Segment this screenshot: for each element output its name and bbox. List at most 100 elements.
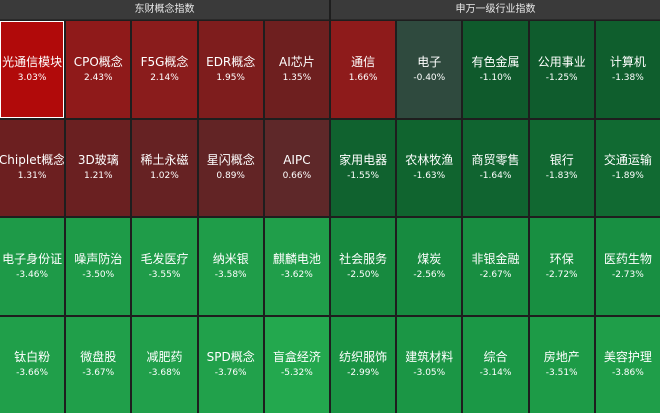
industry-tile-name: 公用事业 [537,54,586,69]
industry-tile-change: -2.73% [611,269,644,280]
concept-tile-name: 毛发医疗 [140,251,189,266]
industry-tile[interactable]: 农林牧渔 -1.63% [397,119,462,216]
industry-tile[interactable]: 公用事业 -1.25% [529,21,594,118]
concept-tile[interactable]: CPO概念 2.43% [66,21,131,118]
industry-tile[interactable]: 电子 -0.40% [397,21,462,118]
industry-tile-name: 综合 [483,350,508,365]
concept-tile[interactable]: SPD概念 -3.76% [198,316,263,413]
industry-tile[interactable]: 煤炭 -2.56% [397,218,462,315]
industry-tile-name: 房地产 [543,350,580,365]
concept-index-title: 东财概念指数 [0,0,329,20]
industry-tile-name: 商贸零售 [471,153,520,168]
industry-tile-change: -2.72% [545,269,578,280]
industry-tile[interactable]: 有色金属 -1.10% [463,21,528,118]
concept-tile-name: 稀土永磁 [140,153,189,168]
industry-tile-change: -2.56% [413,269,446,280]
concept-tile[interactable]: 毛发医疗 -3.55% [132,218,197,315]
concept-tile-change: -3.55% [148,269,181,280]
concept-tile-change: 1.21% [83,171,113,182]
concept-tile[interactable]: 减肥药 -3.68% [132,316,197,413]
concept-tile-name: F5G概念 [140,54,189,69]
concept-tile[interactable]: 噪声防治 -3.50% [66,218,131,315]
industry-tile-change: -3.05% [413,368,446,379]
industry-tile-change: -2.99% [347,368,380,379]
industry-index-grid: 通信 1.66% 电子 -0.40% 有色金属 -1.10% 公用事业 -1.25% 计算机 -1… [331,20,660,413]
concept-tile-name: AI芯片 [279,54,315,69]
industry-tile-change: -1.25% [545,72,578,83]
industry-tile-name: 有色金属 [471,54,520,69]
industry-index-panel: 申万一级行业指数 通信 1.66% 电子 -0.40% 有色金属 -1.10% 公用事业 -1… [331,0,660,413]
industry-tile-name: 煤炭 [417,251,442,266]
concept-tile[interactable]: 电子身份证 -3.46% [0,218,65,315]
concept-tile-name: 光通信模块 [2,54,63,69]
concept-tile[interactable]: Chiplet概念 1.31% [0,119,65,216]
concept-tile[interactable]: 星闪概念 0.89% [198,119,263,216]
concept-tile[interactable]: 麒麟电池 -3.62% [264,218,329,315]
industry-tile-change: -1.55% [347,171,380,182]
industry-tile[interactable]: 环保 -2.72% [529,218,594,315]
industry-tile-name: 交通运输 [603,153,652,168]
concept-tile-change: -3.76% [214,368,247,379]
industry-tile[interactable]: 建筑材料 -3.05% [397,316,462,413]
concept-tile[interactable]: 钛白粉 -3.66% [0,316,65,413]
concept-tile-change: -3.50% [82,269,115,280]
concept-tile[interactable]: 微盘股 -3.67% [66,316,131,413]
industry-tile[interactable]: 计算机 -1.38% [595,21,660,118]
industry-tile-name: 非银金融 [471,251,520,266]
concept-tile[interactable]: AIPC 0.66% [264,119,329,216]
concept-tile-name: 微盘股 [80,350,117,365]
industry-tile-change: -0.40% [413,72,446,83]
industry-tile[interactable]: 综合 -3.14% [463,316,528,413]
concept-tile-change: -3.58% [214,269,247,280]
concept-tile[interactable]: F5G概念 2.14% [132,21,197,118]
concept-tile[interactable]: 纳米银 -3.58% [198,218,263,315]
concept-tile[interactable]: EDR概念 1.95% [198,21,263,118]
industry-tile-name: 农林牧渔 [405,153,454,168]
industry-tile-change: -1.64% [479,171,512,182]
concept-tile-name: 电子身份证 [2,251,63,266]
concept-tile-name: CPO概念 [73,54,123,69]
industry-tile-name: 家用电器 [339,153,388,168]
industry-tile[interactable]: 医药生物 -2.73% [595,218,660,315]
industry-tile-name: 计算机 [609,54,646,69]
concept-tile-change: -3.67% [82,368,115,379]
concept-tile-name: 纳米银 [212,251,249,266]
concept-tile-name: Chiplet概念 [0,153,65,168]
industry-tile-change: -3.14% [479,368,512,379]
concept-tile-name: EDR概念 [206,54,256,69]
concept-tile-change: -3.68% [148,368,181,379]
concept-tile-change: -3.46% [16,269,49,280]
industry-tile-change: -1.63% [413,171,446,182]
concept-tile-name: 噪声防治 [74,251,123,266]
concept-tile-name: 减肥药 [146,350,183,365]
concept-tile-change: 1.95% [216,72,245,83]
concept-tile[interactable]: AI芯片 1.35% [264,21,329,118]
concept-tile-change: -3.62% [280,269,313,280]
industry-tile[interactable]: 房地产 -3.51% [529,316,594,413]
industry-tile[interactable]: 家用电器 -1.55% [331,119,396,216]
industry-tile-name: 环保 [549,251,574,266]
industry-tile[interactable]: 社会服务 -2.50% [331,218,396,315]
concept-tile[interactable]: 稀土永磁 1.02% [132,119,197,216]
industry-tile[interactable]: 纺织服饰 -2.99% [331,316,396,413]
industry-tile-name: 医药生物 [603,251,652,266]
industry-tile[interactable]: 银行 -1.83% [529,119,594,216]
industry-tile[interactable]: 美容护理 -3.86% [595,316,660,413]
industry-tile[interactable]: 通信 1.66% [331,21,396,118]
concept-tile-name: 盲盒经济 [272,350,321,365]
industry-tile[interactable]: 商贸零售 -1.64% [463,119,528,216]
concept-tile[interactable]: 3D玻璃 1.21% [66,119,131,216]
concept-tile[interactable]: 光通信模块 3.03% [0,21,65,118]
industry-tile-name: 社会服务 [339,251,388,266]
industry-tile[interactable]: 交通运输 -1.89% [595,119,660,216]
industry-tile-name: 美容护理 [603,350,652,365]
concept-tile[interactable]: 盲盒经济 -5.32% [264,316,329,413]
industry-tile-change: -1.38% [611,72,644,83]
concept-tile-name: 3D玻璃 [77,153,119,168]
concept-tile-change: 1.31% [17,171,47,182]
industry-tile[interactable]: 非银金融 -2.67% [463,218,528,315]
industry-tile-change: -1.89% [611,171,644,182]
industry-index-title: 申万一级行业指数 [331,0,660,20]
concept-tile-change: 0.89% [216,171,245,182]
